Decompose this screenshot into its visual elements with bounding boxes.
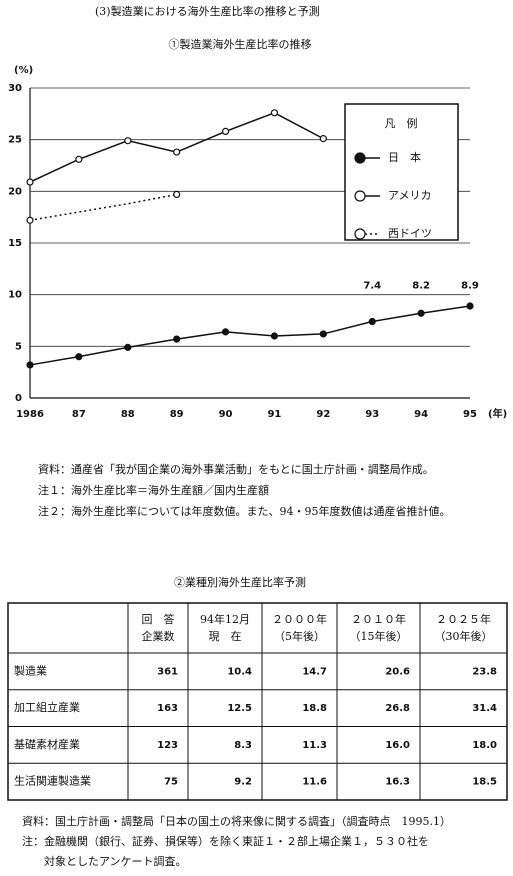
data-point [173, 335, 181, 343]
data-point [417, 309, 425, 317]
x-tick-label: 1986 [16, 409, 44, 420]
data-point [173, 190, 181, 199]
table-title: ②業種別海外生産比率予測 [174, 575, 306, 589]
table-cell: 123 [157, 740, 178, 751]
data-point [270, 109, 279, 117]
table-frame [7, 602, 508, 801]
series-line [29, 111, 324, 183]
data-point [221, 328, 230, 336]
series-line [29, 193, 177, 222]
x-tick-label: 91 [267, 409, 281, 420]
table-cell: 163 [157, 703, 178, 714]
column-header: 企業数 [142, 629, 175, 643]
data-label: 7.4 [363, 281, 381, 292]
legend-label: アメリカ [388, 189, 431, 202]
column-header: ２０１０年 [351, 612, 406, 626]
table-cell: 18.5 [472, 777, 497, 788]
footer-note: 注：金融機関（銀行、証券、損保等）を除く東証１・２部上場企業１，５３０社を [22, 834, 429, 848]
y-tick-label: 20 [8, 186, 22, 197]
y-tick-label: 5 [15, 341, 22, 352]
y-tick-label: 25 [8, 135, 22, 146]
table-cell: 10.4 [227, 666, 252, 677]
legend-marker [354, 152, 366, 164]
legend-label: 西ドイツ [388, 227, 432, 240]
y-tick-label: 10 [8, 290, 22, 301]
row-header: 製造業 [14, 663, 47, 677]
y-tick-label: 0 [15, 393, 22, 404]
x-tick-label: 90 [219, 409, 233, 420]
x-tick-label: 95 [463, 409, 477, 420]
data-point [26, 361, 34, 369]
column-header: 現 在 [209, 630, 242, 643]
data-label: 8.9 [461, 281, 479, 292]
column-header: 94年12月 [200, 612, 250, 626]
data-point [75, 353, 83, 361]
data-label: 8.2 [412, 281, 430, 292]
legend-marker [354, 228, 366, 240]
data-point [319, 135, 327, 143]
data-point [124, 343, 132, 351]
table-cell: 20.6 [385, 666, 410, 677]
chart-title: ①製造業海外生産比率の推移 [169, 37, 312, 51]
table-cell: 12.5 [227, 703, 252, 714]
column-header: ２０２５年 [436, 612, 491, 626]
table-cell: 361 [157, 666, 178, 677]
legend-marker [354, 190, 366, 202]
x-tick-label: 87 [72, 409, 86, 420]
table-cell: 11.3 [302, 740, 327, 751]
table-cell: 14.7 [302, 666, 327, 677]
column-header: （30年後） [435, 629, 493, 643]
table-cell: 8.3 [234, 740, 252, 751]
row-header: 加工組立産業 [14, 700, 80, 714]
footer-note: 対象としたアンケート調査。 [22, 854, 187, 868]
page-title: (3)製造業における海外生産比率の推移と予測 [95, 4, 320, 18]
data-point [466, 302, 474, 310]
table-cell: 18.8 [302, 703, 327, 714]
y-tick-label: 15 [8, 238, 22, 249]
note: 注１：海外生産比率＝海外生産額／国内生産額 [38, 483, 269, 497]
data-point [124, 137, 132, 145]
column-header: （15年後） [350, 629, 408, 643]
row-header: 基礎素材産業 [14, 737, 80, 751]
column-header: （5年後） [274, 629, 325, 643]
table-cell: 26.8 [385, 703, 410, 714]
data-point [75, 155, 83, 163]
table-cell: 9.2 [234, 777, 252, 788]
data-point [221, 127, 230, 135]
x-tick-label: 94 [414, 409, 428, 420]
data-point [368, 317, 376, 326]
data-point [270, 332, 279, 340]
y-unit: (%) [14, 65, 33, 76]
data-point [173, 148, 181, 156]
legend-label: 日 本 [388, 150, 421, 164]
y-tick-label: 30 [8, 83, 22, 94]
note: 注２：海外生産比率については年度数値。また、94・95年度数値は通産省推計値。 [38, 504, 450, 518]
x-tick-label: 92 [316, 409, 330, 420]
x-tick-label: 93 [365, 409, 379, 420]
series-line [29, 305, 471, 366]
footer-note: 資料：国土庁計画・調整局「日本の国土の将来像に関する調査」（調査時点 1995.… [22, 814, 451, 828]
table-cell: 31.4 [472, 703, 497, 714]
legend-box [344, 103, 459, 241]
data-point [319, 330, 327, 338]
row-header: 生活関連製造業 [14, 774, 91, 788]
table-cell: 75 [164, 777, 178, 788]
column-header: ２０００年 [272, 612, 327, 626]
table-cell: 11.6 [302, 777, 327, 788]
table-cell: 18.0 [472, 740, 497, 751]
x-unit: (年) [488, 407, 507, 420]
column-header: 回 答 [142, 612, 175, 626]
data-point [26, 216, 34, 224]
table-cell: 23.8 [472, 666, 497, 677]
legend-title: 凡 例 [385, 116, 418, 130]
table-cell: 16.0 [385, 740, 410, 751]
data-point [26, 178, 34, 186]
x-tick-label: 88 [121, 409, 135, 420]
table-cell: 16.3 [385, 777, 410, 788]
x-tick-label: 89 [170, 409, 184, 420]
note: 資料：通産省「我が国企業の海外事業活動」をもとに国土庁計画・調整局作成。 [38, 462, 434, 476]
